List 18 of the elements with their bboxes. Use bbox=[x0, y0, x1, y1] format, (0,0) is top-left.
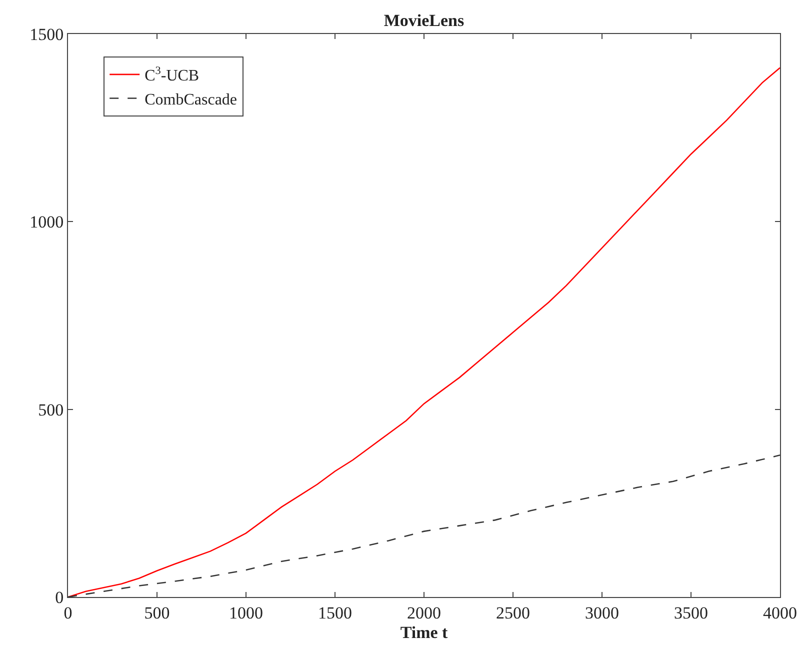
legend-label: C$^{3}$-UCB bbox=[144, 64, 200, 85]
y-tick-label: 0 bbox=[55, 588, 64, 607]
x-tick-label: 2000 bbox=[407, 603, 441, 622]
x-tick-label: 3000 bbox=[585, 603, 619, 622]
x-tick-label: 2500 bbox=[496, 603, 530, 622]
y-tick-label: 500 bbox=[38, 400, 64, 420]
x-axis-title: Time t bbox=[400, 622, 448, 642]
x-tick-label: 500 bbox=[144, 603, 170, 622]
x-tick-label: 3500 bbox=[674, 603, 708, 622]
legend-label: CombCascade bbox=[144, 91, 238, 108]
line-series bbox=[68, 67, 780, 597]
x-tick-label: 1500 bbox=[318, 603, 352, 622]
y-tick-label: 1500 bbox=[30, 24, 64, 44]
x-tick-label: 1000 bbox=[229, 603, 263, 622]
line-series bbox=[68, 454, 780, 597]
x-tick-label: 4000 bbox=[763, 603, 797, 622]
chart-title: MovieLens bbox=[384, 11, 465, 30]
y-tick-label: 1000 bbox=[30, 212, 64, 232]
